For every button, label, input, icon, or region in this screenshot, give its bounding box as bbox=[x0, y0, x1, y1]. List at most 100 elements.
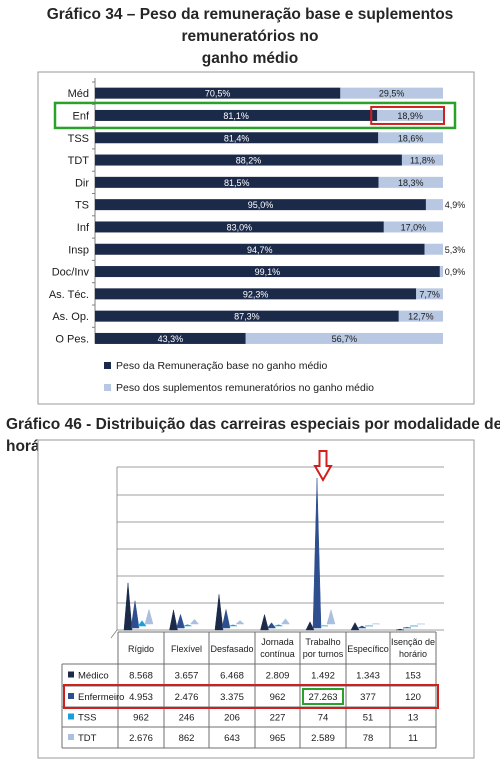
table-cell: 962 bbox=[133, 713, 149, 724]
table-cell: 862 bbox=[179, 733, 195, 744]
row-legend-swatch bbox=[68, 671, 74, 678]
table-cell: 13 bbox=[408, 713, 419, 724]
category-label: TSS bbox=[68, 133, 89, 145]
bar-base-segment bbox=[95, 221, 384, 233]
bar-supplement-segment bbox=[383, 221, 443, 233]
spike-mark bbox=[266, 622, 277, 629]
table-cell: 2.676 bbox=[129, 733, 153, 744]
row-label: TSS bbox=[78, 713, 96, 724]
table-cell: 51 bbox=[363, 713, 374, 724]
bar-base-label: 83,0% bbox=[227, 222, 253, 232]
column-header: Jornada bbox=[261, 637, 294, 647]
bar-base-segment bbox=[95, 288, 417, 300]
bar-base-segment bbox=[95, 243, 425, 255]
spike-mark bbox=[228, 624, 238, 627]
spike-mark bbox=[144, 608, 154, 625]
spike-mark bbox=[221, 609, 231, 629]
bar-base-label: 81,4% bbox=[224, 133, 250, 143]
bar-base-segment bbox=[95, 132, 379, 144]
spike-mark bbox=[326, 608, 336, 625]
column-header: Flexível bbox=[171, 644, 202, 654]
bar-supplement-label: 18,9% bbox=[397, 111, 423, 121]
table-cell: 8.568 bbox=[129, 671, 153, 682]
spike-mark bbox=[274, 624, 283, 627]
table-cell: 2.589 bbox=[311, 733, 335, 744]
bar-base-label: 95,0% bbox=[248, 200, 274, 210]
table-cell: 227 bbox=[270, 713, 286, 724]
spike-mark bbox=[402, 627, 412, 629]
bar-base-label: 92,3% bbox=[243, 289, 269, 299]
column-header: Específico bbox=[347, 644, 389, 654]
row-label: Médico bbox=[78, 671, 109, 682]
spike-mark bbox=[280, 618, 291, 625]
column-header: Trabalho bbox=[305, 637, 340, 647]
bar-supplement-label: 11,8% bbox=[410, 156, 435, 166]
category-label: Inf bbox=[77, 222, 90, 234]
table-cell: 2.809 bbox=[266, 671, 290, 682]
chart-1-title: Gráfico 34 – Peso da remuneração base e … bbox=[0, 4, 500, 70]
table-cell: 377 bbox=[360, 692, 376, 703]
bar-supplement-segment bbox=[439, 266, 443, 278]
chart-2-frame bbox=[37, 439, 475, 759]
spike-mark bbox=[350, 622, 360, 631]
category-label: TS bbox=[75, 200, 89, 212]
legend-swatch-base bbox=[104, 362, 111, 369]
bar-supplement-segment bbox=[245, 332, 443, 344]
spike-mark bbox=[357, 625, 367, 629]
spike-mark bbox=[305, 621, 315, 631]
chart-2-floor-edge bbox=[110, 629, 118, 639]
table-cell: 74 bbox=[318, 713, 329, 724]
legend-swatch-supplement bbox=[104, 384, 111, 391]
chart-1-title-line1: Gráfico 34 – Peso da remuneração base e … bbox=[46, 6, 454, 45]
highlight-cell-box bbox=[302, 688, 344, 705]
bar-base-label: 88,2% bbox=[236, 156, 262, 166]
spike-mark bbox=[395, 628, 405, 631]
spike-mark bbox=[214, 594, 224, 631]
bar-supplement-label: 7,7% bbox=[419, 289, 440, 299]
table-cell: 27.263 bbox=[308, 692, 337, 703]
column-header: horário bbox=[399, 649, 427, 659]
row-legend-swatch bbox=[68, 693, 74, 699]
category-label: Méd bbox=[68, 88, 89, 100]
spike-mark bbox=[169, 609, 178, 631]
bar-base-segment bbox=[95, 87, 341, 99]
row-legend-swatch bbox=[68, 713, 74, 720]
bar-base-segment bbox=[95, 310, 399, 322]
bar-supplement-segment bbox=[401, 154, 443, 166]
table-cell: 1.343 bbox=[356, 671, 380, 682]
category-label: As. Op. bbox=[52, 311, 89, 323]
highlight-row-box bbox=[53, 101, 457, 130]
row-legend-swatch bbox=[68, 734, 74, 740]
table-cell: 3.375 bbox=[220, 692, 244, 703]
bar-supplement-segment bbox=[416, 288, 443, 300]
spike-mark bbox=[123, 582, 133, 631]
bar-base-label: 87,3% bbox=[234, 312, 260, 322]
bar-supplement-segment bbox=[398, 310, 443, 322]
table-cell: 120 bbox=[405, 692, 421, 703]
table-cell: 4.953 bbox=[129, 692, 153, 703]
bar-base-segment bbox=[95, 199, 426, 211]
spike-mark bbox=[183, 624, 192, 627]
bar-base-label: 81,1% bbox=[223, 111, 249, 121]
bar-supplement-label: 12,7% bbox=[408, 312, 434, 322]
spike-mark bbox=[260, 613, 269, 631]
bar-base-label: 94,7% bbox=[247, 245, 273, 255]
category-label: Insp bbox=[68, 244, 89, 256]
column-header: Desfasado bbox=[210, 644, 253, 654]
bar-base-segment bbox=[95, 154, 402, 166]
bar-supplement-segment bbox=[378, 132, 443, 144]
category-label: As. Téc. bbox=[49, 289, 89, 301]
table-cell: 153 bbox=[405, 671, 421, 682]
bar-supplement-label: 17,0% bbox=[401, 222, 427, 232]
bar-base-segment bbox=[95, 332, 246, 344]
spike-mark bbox=[235, 620, 245, 625]
row-label: TDT bbox=[78, 733, 97, 744]
spike-mark bbox=[137, 620, 147, 627]
highlight-segment-box bbox=[370, 105, 445, 125]
table-cell: 206 bbox=[224, 713, 240, 724]
column-header: por turnos bbox=[303, 649, 344, 659]
table-cell: 6.468 bbox=[220, 671, 244, 682]
legend-label-supplement: Peso dos suplementos remuneratórios no g… bbox=[116, 382, 374, 394]
bar-base-segment bbox=[95, 109, 378, 121]
